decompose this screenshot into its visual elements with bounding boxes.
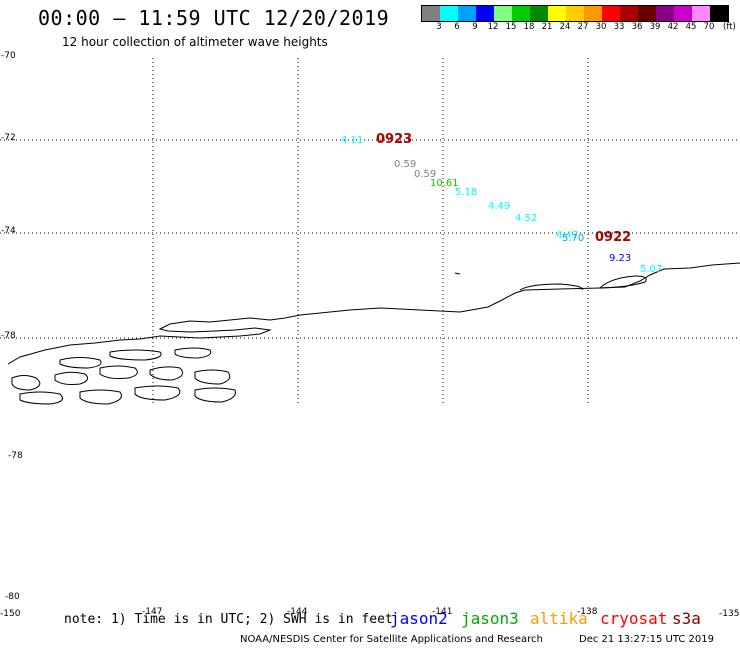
color-swatch [458, 6, 476, 21]
generation-timestamp: Dec 21 13:27:15 UTC 2019 [579, 634, 714, 645]
color-swatch [602, 6, 620, 21]
color-scale-tick-label: 12 [487, 22, 499, 32]
color-scale-tick-label: 3 [436, 22, 442, 32]
color-scale-unit: (ft) [723, 22, 736, 32]
lon-label: -144 [287, 607, 308, 617]
mission-cryosat: cryosat [600, 609, 668, 628]
page-subtitle: 12 hour collection of altimeter wave hei… [62, 35, 328, 49]
color-swatch [656, 6, 674, 21]
graticule [0, 58, 740, 405]
color-swatch [530, 6, 548, 21]
lat-label: -70 [1, 51, 16, 61]
lat-label: -72 [1, 133, 16, 143]
color-swatch [674, 6, 692, 21]
color-swatch [692, 6, 710, 21]
swh-observations: 4.110.590.5910.615.184.494.524.475.709.2… [341, 132, 662, 275]
swh-label: 5.07 [640, 264, 662, 275]
color-swatch [476, 6, 494, 21]
mission-jason3: jason3 [461, 609, 519, 628]
color-swatch [512, 6, 530, 21]
color-swatch [620, 6, 638, 21]
lon-label: -150 [0, 609, 21, 619]
swh-label: 5.18 [455, 187, 477, 198]
color-swatch [440, 6, 458, 21]
mission-s3a: s3a [672, 609, 701, 628]
mission-jason2: jason2 [390, 609, 448, 628]
color-swatch [584, 6, 602, 21]
lon-label: -147 [142, 607, 163, 617]
color-scale-tick-label: 6 [454, 22, 460, 32]
swh-label: 9.23 [609, 253, 631, 264]
swh-label: 10.61 [430, 178, 459, 189]
lat-label: -78 [1, 331, 16, 341]
color-scale-tick-label: 42 [667, 22, 679, 32]
color-scale-tick-label: 18 [523, 22, 535, 32]
color-scale-tick-label: 9 [472, 22, 478, 32]
swh-label: 5.70 [562, 233, 584, 244]
swh-label: 4.11 [341, 135, 363, 146]
color-scale-bar [421, 5, 729, 22]
page-title: 00:00 – 11:59 UTC 12/20/2019 [38, 6, 390, 30]
lon-label: -138 [577, 607, 598, 617]
color-swatch [638, 6, 656, 21]
lon-label: -141 [432, 607, 453, 617]
swh-label: 4.49 [488, 201, 510, 212]
color-scale-tick-label: 70 [703, 22, 715, 32]
color-swatch [494, 6, 512, 21]
pass-time-label: 0923 [376, 132, 412, 147]
color-scale-tick-label: 45 [685, 22, 697, 32]
swh-label: 0.59 [414, 169, 436, 180]
footer-note: note: 1) Time is in UTC; 2) SWH is in fe… [64, 612, 393, 627]
color-scale-tick-label: 15 [505, 22, 517, 32]
swh-label: 0.59 [394, 159, 416, 170]
credit-text: NOAA/NESDIS Center for Satellite Applica… [240, 634, 543, 645]
color-swatch [566, 6, 584, 21]
lat-label: -80 [5, 592, 20, 602]
mission-altika: altika [530, 609, 588, 628]
pass-time-label: 0922 [595, 230, 631, 245]
color-scale-tick-label: 24 [559, 22, 571, 32]
color-swatch [548, 6, 566, 21]
color-swatch [422, 6, 440, 21]
color-swatch [710, 6, 728, 21]
coastline [7, 262, 740, 405]
swh-label: 4.52 [515, 213, 537, 224]
swh-label: 4.47 [556, 230, 578, 241]
lat-label: -74 [1, 226, 16, 236]
color-scale-tick-label: 30 [595, 22, 607, 32]
color-scale-tick-label: 39 [649, 22, 661, 32]
lat-label: -78 [8, 451, 23, 461]
color-scale-tick-label: 27 [577, 22, 589, 32]
lon-label: -135 [719, 609, 740, 619]
color-scale-tick-label: 33 [613, 22, 625, 32]
color-scale-tick-label: 36 [631, 22, 643, 32]
color-scale-tick-label: 21 [541, 22, 553, 32]
